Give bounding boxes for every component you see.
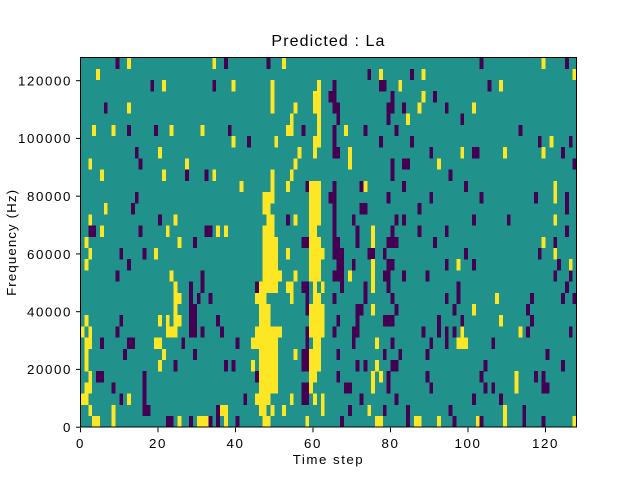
svg-text:Time step: Time step: [293, 452, 364, 467]
svg-text:60000: 60000: [27, 247, 72, 262]
svg-text:120000: 120000: [18, 74, 72, 89]
svg-text:40000: 40000: [27, 305, 72, 320]
svg-text:100000: 100000: [18, 131, 72, 146]
svg-text:Frequency (Hz): Frequency (Hz): [4, 189, 19, 296]
svg-text:80: 80: [382, 436, 400, 451]
svg-text:20000: 20000: [27, 362, 72, 377]
svg-text:0: 0: [63, 420, 72, 435]
svg-text:80000: 80000: [27, 189, 72, 204]
svg-text:120: 120: [532, 436, 559, 451]
svg-text:100: 100: [455, 436, 482, 451]
svg-text:40: 40: [227, 436, 245, 451]
svg-text:Predicted : La: Predicted : La: [271, 33, 385, 50]
svg-text:0: 0: [76, 436, 85, 451]
svg-text:60: 60: [304, 436, 322, 451]
svg-text:20: 20: [149, 436, 167, 451]
